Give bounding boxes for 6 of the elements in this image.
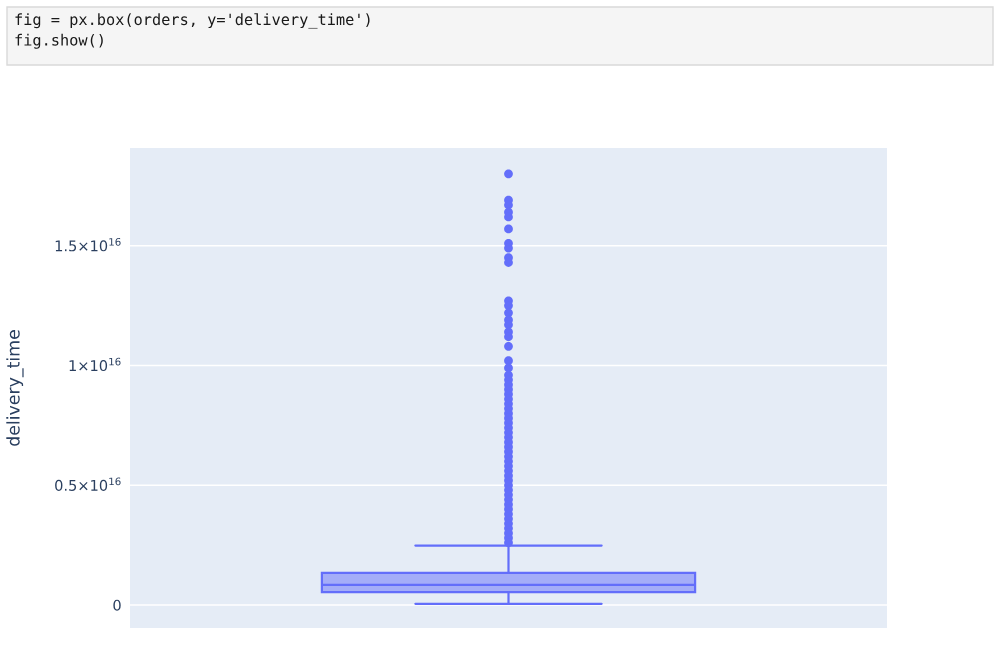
y-tick-label: 1.5×10$^{16}$ — [55, 237, 121, 252]
y-tick-label: 0 — [113, 599, 121, 611]
y-tick-label: 1×10$^{16}$ — [69, 357, 121, 372]
text: fig = px.box(orders, y='delivery_time') fig.show() — [15, 13, 370, 49]
y-axis-title: delivery_time — [6, 330, 24, 446]
y-tick-label: 0.5×10$^{16}$ — [55, 477, 121, 491]
